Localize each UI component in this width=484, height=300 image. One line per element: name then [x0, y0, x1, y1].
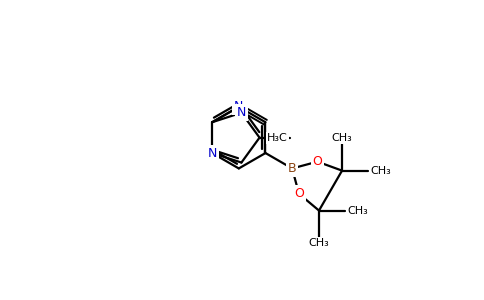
Text: N: N — [234, 100, 243, 113]
Text: N: N — [237, 106, 246, 119]
Text: CH₃: CH₃ — [348, 206, 368, 216]
Text: CH₃: CH₃ — [332, 133, 352, 143]
Text: B: B — [288, 162, 297, 175]
Text: O: O — [313, 155, 322, 168]
Text: H₃C: H₃C — [267, 133, 288, 142]
Text: CH₃: CH₃ — [371, 166, 391, 176]
Text: N: N — [208, 146, 217, 160]
Text: CH₃: CH₃ — [309, 238, 330, 248]
Text: O: O — [294, 187, 304, 200]
